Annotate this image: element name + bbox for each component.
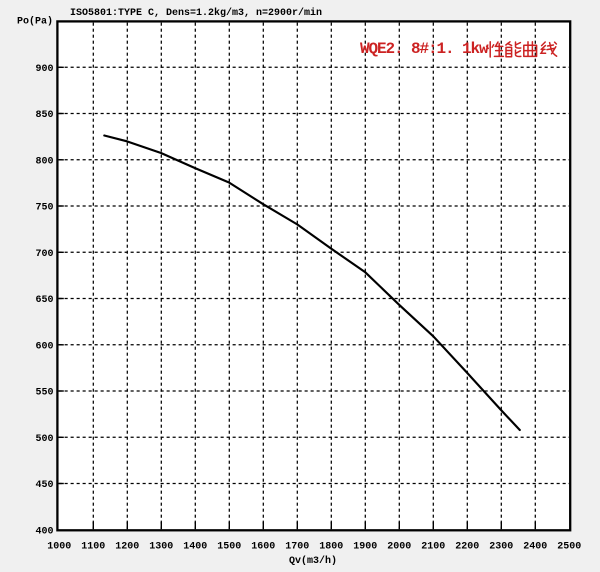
svg-text:550: 550 [35, 388, 53, 399]
svg-text:2100: 2100 [421, 541, 445, 552]
svg-text:1000: 1000 [47, 541, 71, 552]
svg-text:1200: 1200 [115, 541, 139, 552]
svg-text:WQE2. 8#:1. 1kw: WQE2. 8#:1. 1kw [360, 40, 489, 58]
svg-text:ISO5801:TYPE C, Dens=1.2kg/m3,: ISO5801:TYPE C, Dens=1.2kg/m3, n=2900r/m… [70, 7, 322, 19]
svg-text:1100: 1100 [81, 541, 105, 552]
svg-text:1400: 1400 [183, 541, 207, 552]
svg-text:2500: 2500 [557, 541, 581, 552]
svg-text:500: 500 [35, 434, 53, 445]
svg-text:450: 450 [35, 480, 53, 491]
svg-text:2400: 2400 [523, 541, 547, 552]
svg-text:1300: 1300 [149, 541, 173, 552]
svg-text:600: 600 [35, 341, 53, 352]
svg-text:750: 750 [35, 203, 53, 214]
svg-text:2300: 2300 [489, 541, 513, 552]
svg-text:800: 800 [35, 156, 53, 167]
svg-text:1700: 1700 [285, 541, 309, 552]
svg-text:1900: 1900 [353, 541, 377, 552]
svg-text:1500: 1500 [217, 541, 241, 552]
svg-text:700: 700 [35, 249, 53, 260]
svg-text:1800: 1800 [319, 541, 343, 552]
svg-text:850: 850 [35, 110, 53, 121]
svg-text:Po(Pa): Po(Pa) [17, 16, 53, 28]
svg-text:400: 400 [35, 526, 53, 537]
svg-text:2000: 2000 [387, 541, 411, 552]
svg-text:1600: 1600 [251, 541, 275, 552]
svg-text:900: 900 [35, 64, 53, 75]
svg-text:2200: 2200 [455, 541, 479, 552]
svg-text:Qv(m3/h): Qv(m3/h) [289, 555, 337, 567]
svg-text:650: 650 [35, 295, 53, 306]
